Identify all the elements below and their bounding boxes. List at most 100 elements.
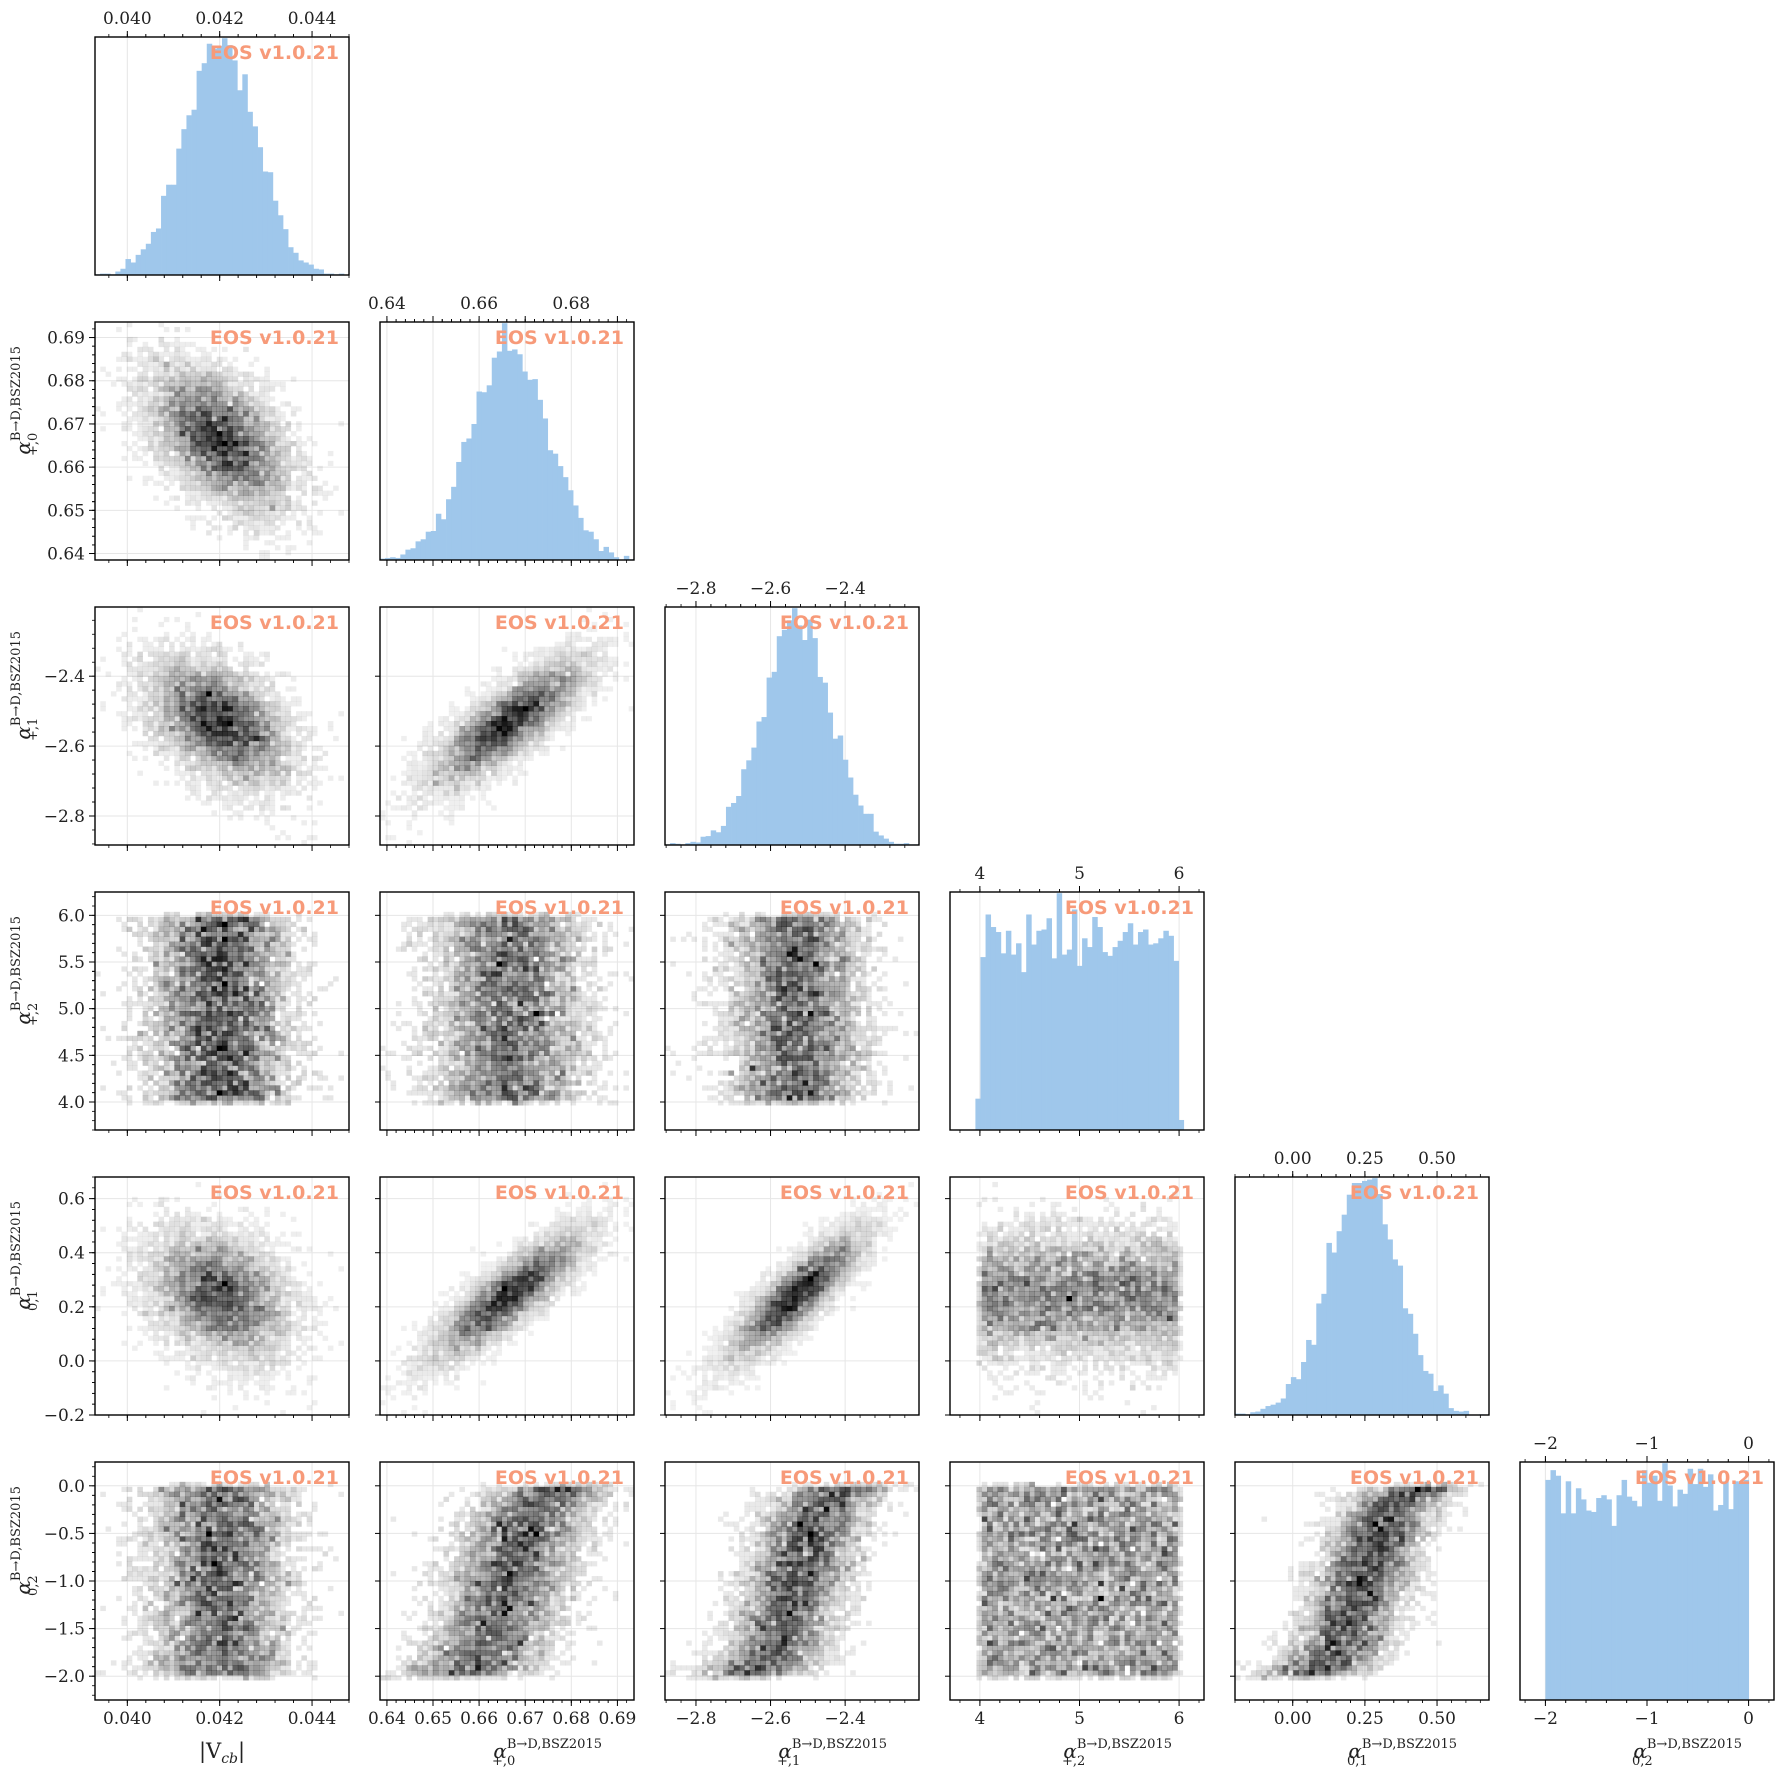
density-bin xyxy=(179,1015,186,1022)
density-bin xyxy=(512,726,518,732)
density-bin xyxy=(438,795,444,801)
density-bin xyxy=(200,426,207,432)
density-bin xyxy=(243,391,249,397)
density-bin xyxy=(480,730,487,737)
density-bin xyxy=(169,411,175,417)
density-bin xyxy=(285,445,292,452)
density-bin xyxy=(179,1095,186,1101)
density-bin xyxy=(211,986,218,992)
density-bin xyxy=(158,740,165,747)
density-bin xyxy=(163,381,170,387)
density-bin xyxy=(179,411,186,417)
density-bin xyxy=(158,976,165,982)
density-bin xyxy=(174,745,180,752)
density-bin xyxy=(264,701,270,707)
density-bin xyxy=(153,1020,159,1027)
density-bin xyxy=(586,646,592,652)
density-bin xyxy=(126,716,133,722)
density-bin xyxy=(190,770,196,776)
density-bin xyxy=(322,480,329,486)
density-bin xyxy=(432,941,439,947)
density-bin xyxy=(184,966,191,972)
density-bin xyxy=(163,1006,170,1012)
density-bin xyxy=(448,941,455,947)
density-bin xyxy=(438,1080,444,1086)
histogram-bar xyxy=(471,423,477,560)
density-bin xyxy=(259,1080,265,1086)
density-bin xyxy=(158,436,165,442)
density-bin xyxy=(554,701,561,707)
density-bin xyxy=(211,441,218,447)
density-bin xyxy=(285,726,292,732)
density-bin xyxy=(248,661,255,667)
density-bin xyxy=(174,445,180,452)
density-bin xyxy=(544,656,550,662)
histogram-bar xyxy=(725,806,732,845)
density-bin xyxy=(174,726,180,732)
density-bin xyxy=(237,780,244,786)
density-bin xyxy=(190,1025,196,1032)
density-bin xyxy=(174,366,180,372)
density-bin xyxy=(538,730,545,737)
density-bin xyxy=(448,800,455,806)
density-bin xyxy=(259,755,265,762)
density-bin xyxy=(438,996,444,1002)
density-bin xyxy=(427,765,434,771)
density-bin xyxy=(401,805,407,811)
density-bin xyxy=(544,646,550,652)
density-bin xyxy=(232,480,239,486)
density-bin xyxy=(179,1065,186,1071)
density-bin xyxy=(454,1070,460,1076)
density-bin xyxy=(259,436,265,442)
density-bin xyxy=(264,480,270,486)
histogram-bar xyxy=(822,682,828,845)
histogram-bar xyxy=(593,539,599,560)
density-bin xyxy=(464,686,471,692)
density-bin xyxy=(222,726,228,732)
density-bin xyxy=(227,800,233,806)
density-bin xyxy=(153,976,159,982)
density-bin xyxy=(512,696,518,702)
histogram-bar xyxy=(588,531,594,560)
density-bin xyxy=(248,431,255,437)
density-bin xyxy=(438,1060,444,1066)
density-bin xyxy=(417,1060,423,1066)
density-bin xyxy=(232,411,239,417)
density-bin xyxy=(607,666,614,672)
axes-frame xyxy=(94,606,350,846)
density-bin xyxy=(169,391,175,397)
density-bin xyxy=(596,681,603,687)
density-bin xyxy=(179,916,186,923)
density-bin xyxy=(121,426,128,432)
density-bin xyxy=(216,641,223,647)
density-bin xyxy=(163,740,170,747)
density-bin xyxy=(296,1001,302,1007)
density-bin xyxy=(274,926,281,932)
histogram-bar xyxy=(313,268,319,275)
histogram-bar xyxy=(501,323,508,560)
density-bin xyxy=(158,691,165,697)
density-bin xyxy=(427,745,434,752)
density-bin xyxy=(227,976,233,982)
density-bin xyxy=(195,490,202,496)
density-bin xyxy=(522,681,529,687)
density-bin xyxy=(448,785,455,791)
density-bin xyxy=(179,666,186,672)
density-bin xyxy=(179,1085,186,1091)
density-bin xyxy=(132,626,138,633)
density-bin xyxy=(232,1075,239,1081)
density-bin xyxy=(132,711,138,717)
density-bin xyxy=(200,1035,207,1042)
density-bin xyxy=(126,366,133,372)
density-bin xyxy=(274,475,281,481)
density-bin xyxy=(317,485,323,491)
density-bin xyxy=(285,505,292,511)
density-bin xyxy=(443,785,450,791)
density-bin xyxy=(121,651,128,657)
density-bin xyxy=(285,740,292,747)
density-bin xyxy=(184,941,191,947)
density-bin xyxy=(227,465,233,472)
density-bin xyxy=(179,946,186,952)
density-bin xyxy=(211,726,218,732)
density-bin xyxy=(169,371,175,377)
